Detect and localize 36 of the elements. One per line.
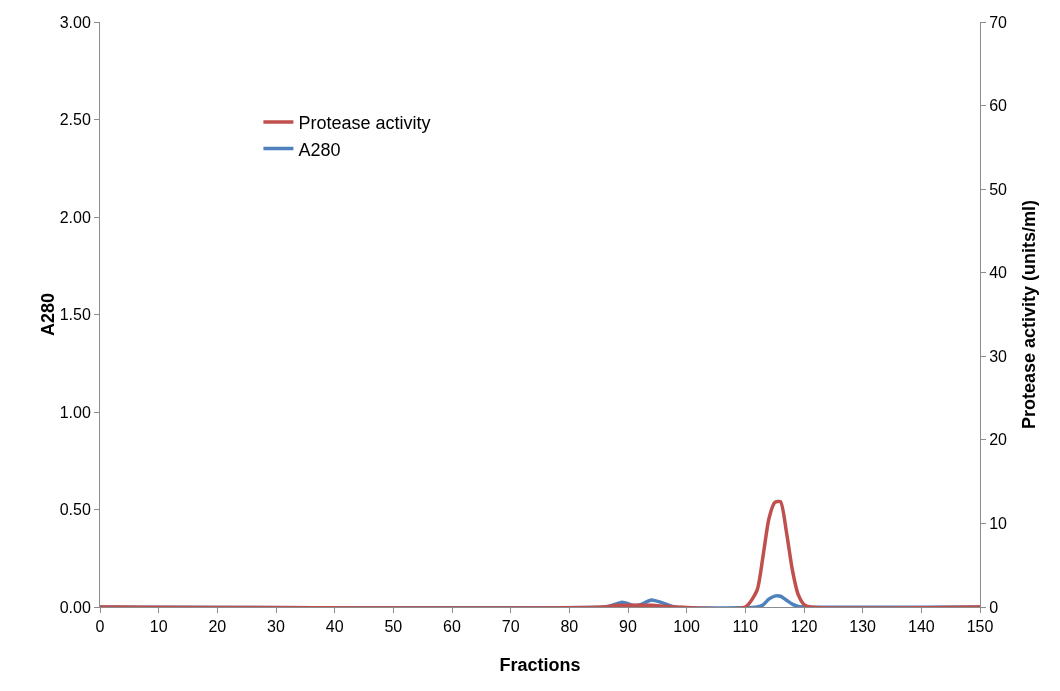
y-tick-label: 2.50 [59, 111, 91, 129]
x-tick-label: 150 [966, 618, 994, 636]
x-tick-label: 0 [95, 618, 105, 636]
x-tick-label: 40 [325, 618, 344, 636]
x-axis-title: Fractions [499, 655, 581, 675]
y-tick-label: 0.50 [59, 501, 91, 519]
y2-tick-label: 60 [989, 97, 1008, 115]
y2-tick-label: 40 [989, 264, 1008, 282]
x-tick-label: 60 [443, 618, 461, 636]
x-tick-label: 20 [208, 618, 227, 636]
y2-tick-label: 50 [989, 180, 1008, 198]
y2-tick-label: 20 [989, 431, 1008, 449]
x-tick-label: 100 [673, 618, 701, 636]
legend-label: Protease activity [298, 113, 431, 134]
legend-label: A280 [298, 139, 341, 160]
x-tick-label: 140 [907, 618, 935, 636]
y2-tick-label: 10 [989, 515, 1008, 533]
x-tick-label: 80 [560, 618, 579, 636]
x-tick-label: 70 [501, 618, 520, 636]
x-tick-label: 90 [619, 618, 637, 636]
y-tick-label: 0.00 [59, 598, 91, 616]
x-tick-label: 10 [149, 618, 168, 636]
y2-tick-label: 0 [989, 598, 999, 616]
y-tick-label: 1.00 [59, 403, 91, 421]
y-axis-title: A280 [37, 292, 58, 337]
x-tick-label: 50 [384, 618, 403, 636]
y2-axis-title: Protease activity (units/ml) [1019, 199, 1039, 430]
y2-tick-label: 70 [989, 13, 1008, 31]
y2-tick-label: 30 [989, 347, 1008, 365]
y-tick-label: 1.50 [59, 306, 91, 324]
x-tick-label: 130 [849, 618, 877, 636]
x-tick-label: 120 [790, 618, 818, 636]
x-tick-label: 110 [732, 618, 759, 636]
x-tick-label: 30 [267, 618, 285, 636]
y-tick-label: 3.00 [59, 13, 91, 31]
y-tick-label: 2.00 [59, 208, 91, 226]
